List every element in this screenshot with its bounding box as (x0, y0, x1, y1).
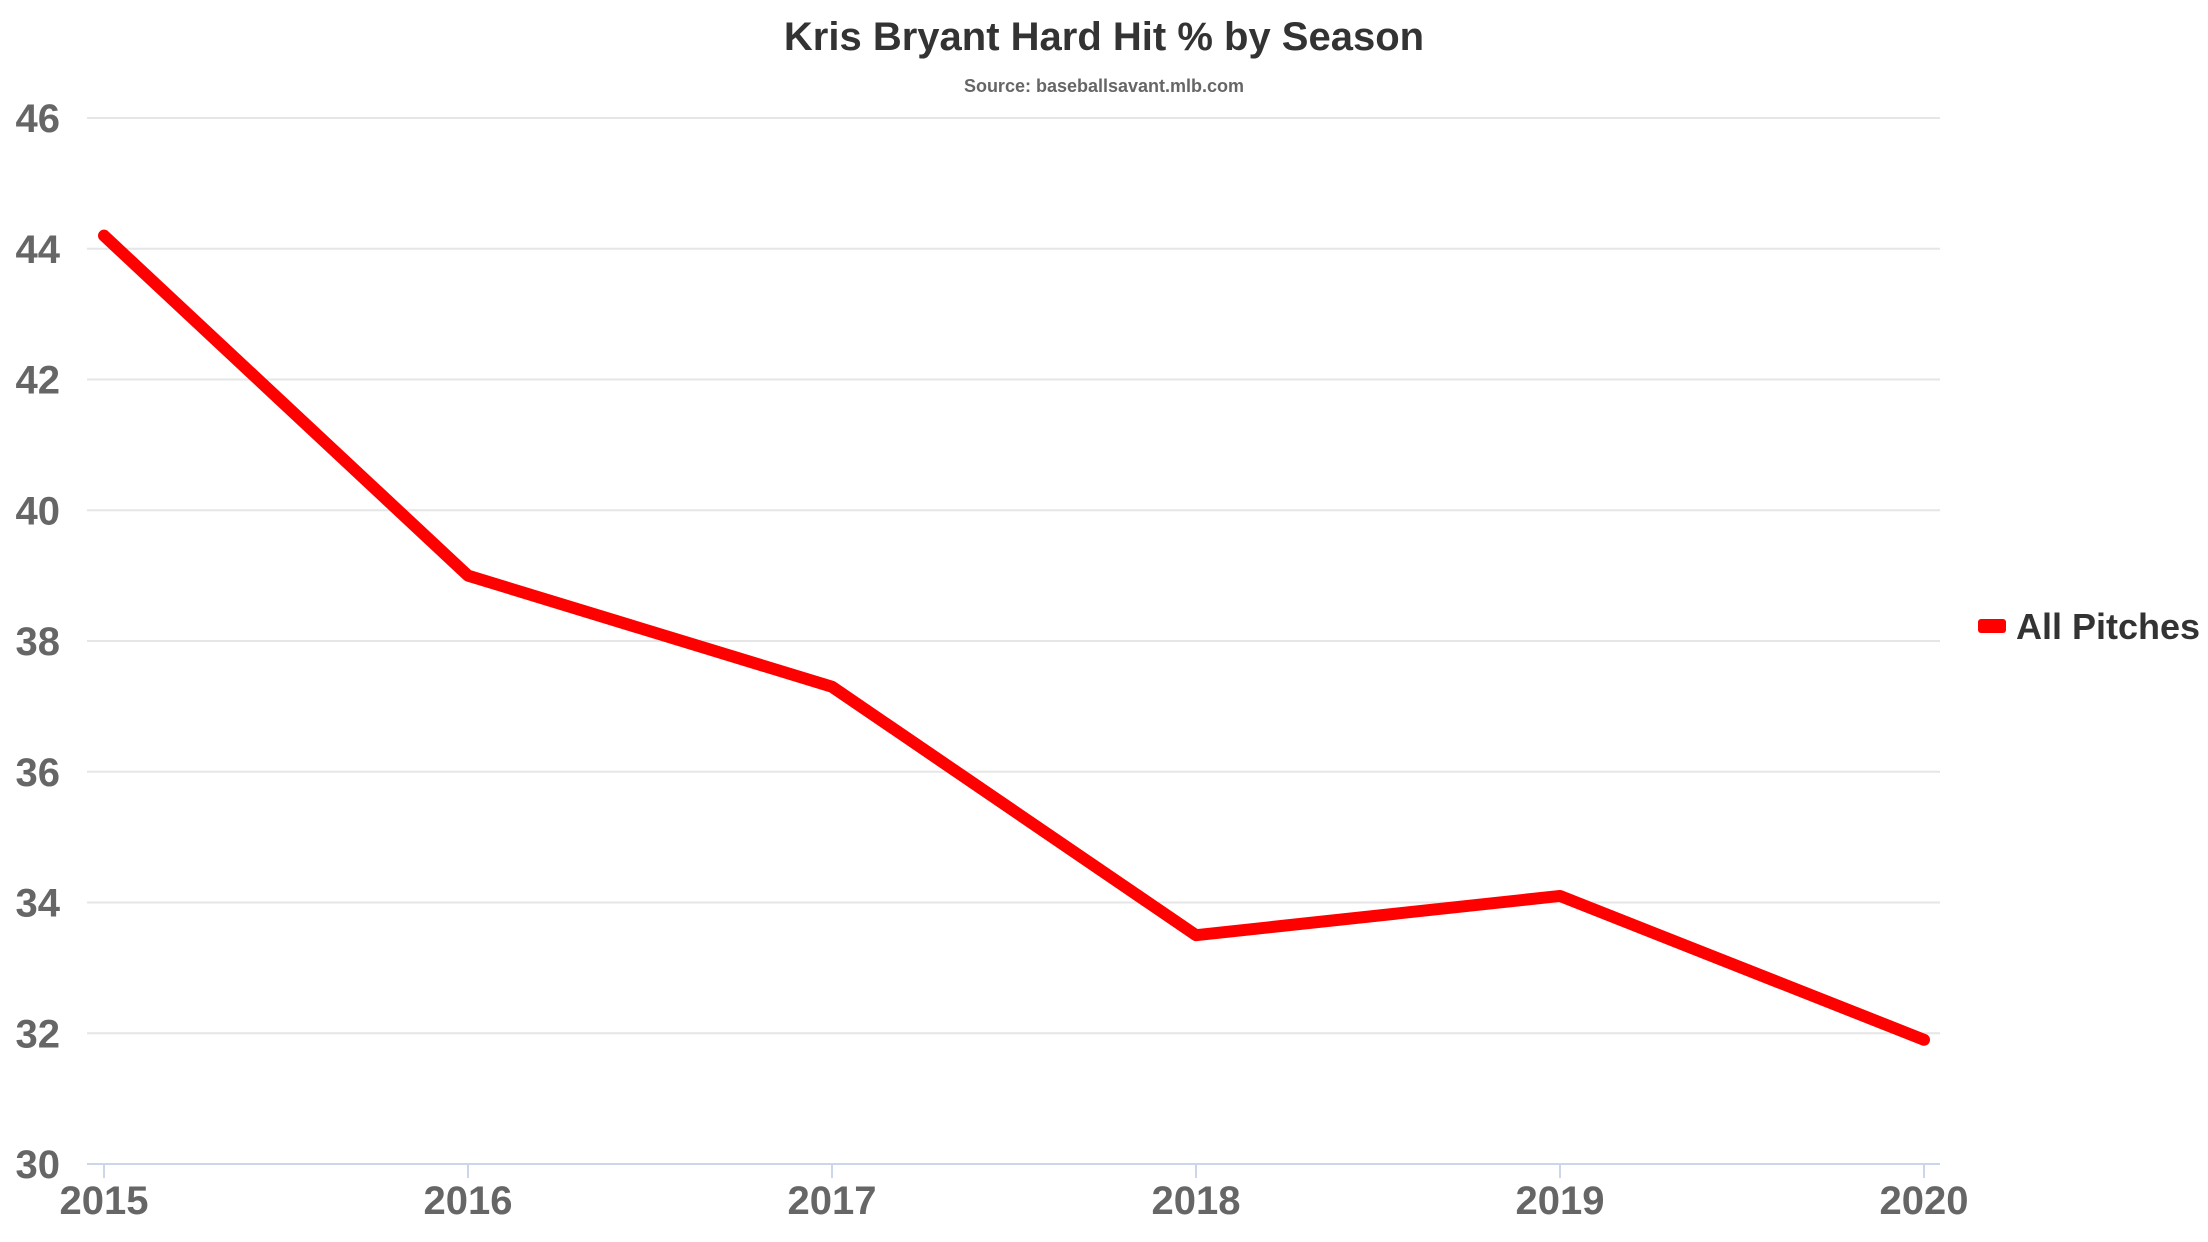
y-tick-label: 30 (16, 1143, 61, 1187)
x-tick-label: 2019 (1516, 1179, 1605, 1223)
legend-label[interactable]: All Pitches (2016, 606, 2200, 647)
chart-subtitle: Source: baseballsavant.mlb.com (964, 76, 1244, 96)
x-tick-label: 2020 (1880, 1179, 1969, 1223)
y-tick-label: 40 (16, 489, 61, 533)
legend-swatch[interactable] (1978, 619, 2006, 633)
y-tick-label: 44 (16, 228, 61, 272)
y-tick-label: 42 (16, 359, 61, 403)
x-tick-label: 2018 (1152, 1179, 1241, 1223)
legend[interactable]: All Pitches (1978, 606, 2200, 647)
y-tick-label: 36 (16, 751, 61, 795)
y-tick-label: 32 (16, 1012, 61, 1056)
y-tick-label: 38 (16, 620, 61, 664)
x-tick-label: 2015 (60, 1179, 149, 1223)
y-tick-label: 34 (16, 882, 61, 926)
y-tick-label: 46 (16, 97, 61, 141)
gridlines (87, 117, 1940, 1035)
series-line-0[interactable] (98, 229, 1930, 1046)
series-lines (98, 229, 1930, 1046)
x-tick-label: 2017 (788, 1179, 877, 1223)
x-tick-label: 2016 (424, 1179, 513, 1223)
chart-title: Kris Bryant Hard Hit % by Season (784, 15, 1424, 59)
axes: 30 32 34 36 38 40 42 44 46 2015 2016 2017 2018 2019 20… (16, 97, 1969, 1223)
